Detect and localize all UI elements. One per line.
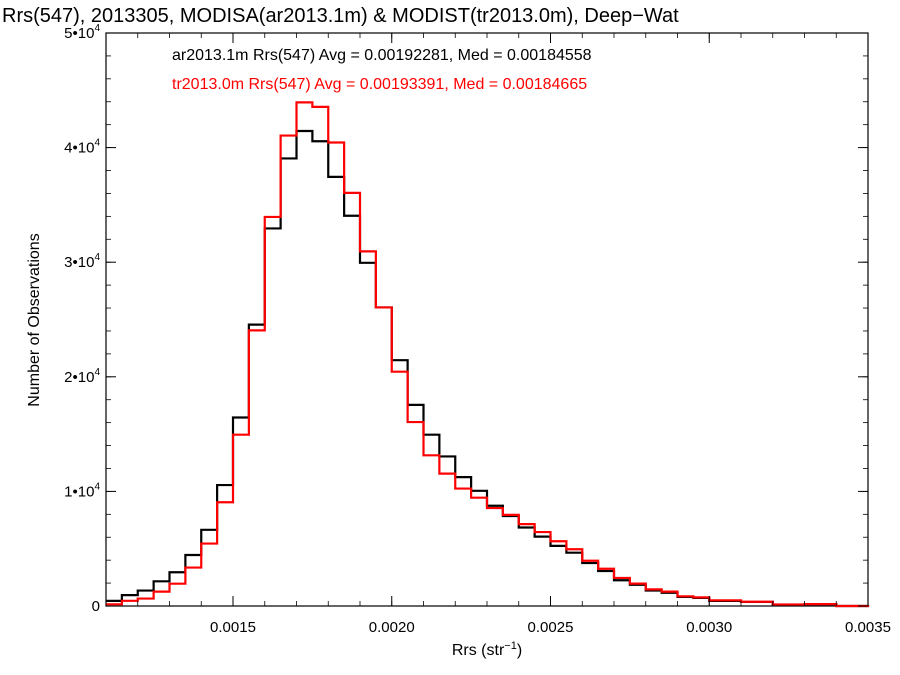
legend-entry: ar2013.1m Rrs(547) Avg = 0.00192281, Med… (172, 47, 592, 64)
y-axis: 0 1•104 2•104 3•104 4•104 5•104 (64, 23, 868, 615)
plot-frame (105, 32, 869, 607)
legend-entry: tr2013.0m Rrs(547) Avg = 0.00193391, Med… (172, 76, 587, 93)
plot-area (105, 32, 870, 608)
series-line-2 (106, 101, 870, 608)
y-tick-label: 4•104 (64, 138, 100, 157)
x-axis-title: Rrs (str−1) (452, 640, 522, 659)
x-axis: 0.0015 0.0020 0.0025 0.0030 0.0035 (105, 33, 891, 636)
y-tick-label: 0 (92, 598, 100, 615)
y-tick-label: 1•104 (64, 481, 100, 500)
x-tick-label: 0.0020 (369, 619, 415, 636)
legend: ar2013.1m Rrs(547) Avg = 0.00192281, Med… (172, 47, 592, 93)
x-tick-label: 0.0025 (528, 619, 574, 636)
chart-title: Rrs(547), 2013305, MODISA(ar2013.1m) & M… (2, 5, 679, 27)
y-axis-title: Number of Observations (26, 233, 43, 406)
x-tick-label: 0.0030 (686, 619, 732, 636)
y-tick-label: 2•104 (64, 367, 100, 386)
series-line-1 (106, 129, 870, 608)
y-tick-label: 3•104 (64, 252, 100, 271)
x-tick-label: 0.0015 (210, 619, 256, 636)
y-tick-label: 5•104 (64, 23, 100, 42)
x-tick-label: 0.0035 (845, 619, 891, 636)
